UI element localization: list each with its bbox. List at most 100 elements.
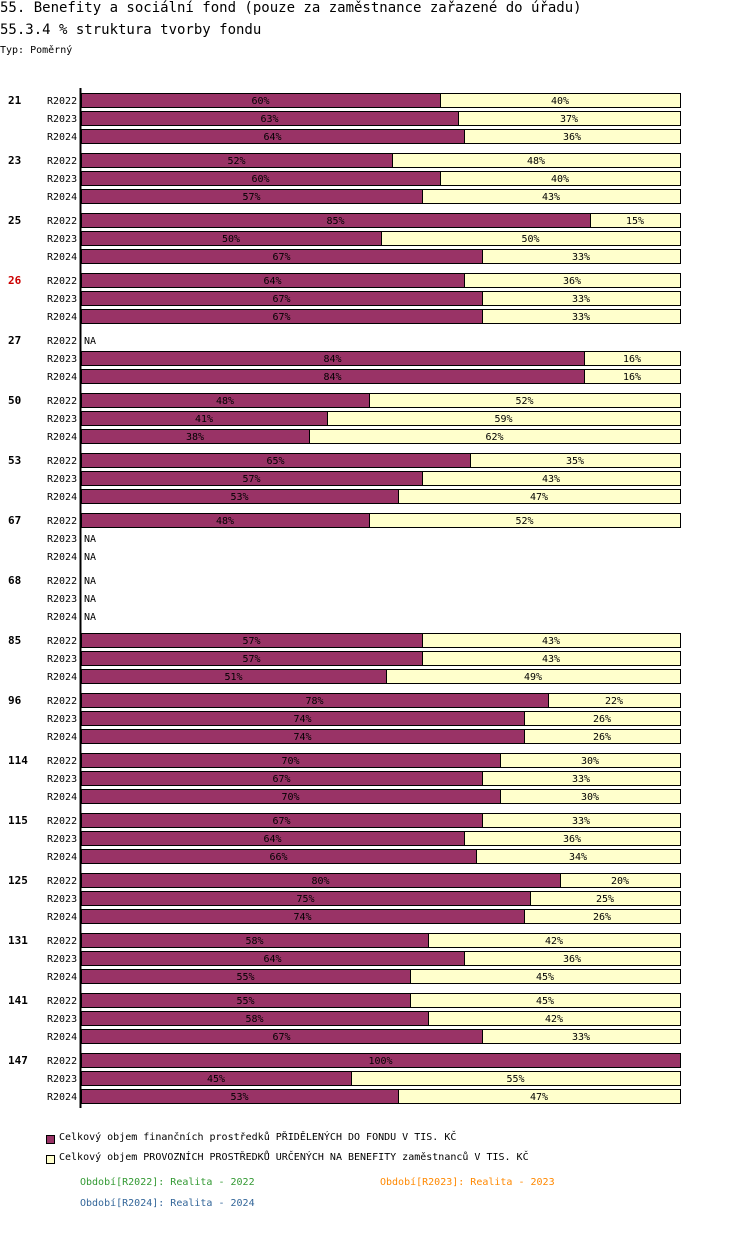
data-label-operating: 52% [515,516,533,527]
bar-segment-operating [410,969,681,984]
bar-segment-operating [482,309,681,324]
bar-segment-operating [386,669,681,684]
period-label: R2022 [47,696,77,707]
bar-segment-operating [422,189,681,204]
period-label: R2024 [47,852,77,863]
group-label: 53 [8,454,21,467]
bar-segment-operating [428,933,681,948]
data-label-operating: 33% [572,816,590,827]
period-label: R2022 [47,276,77,287]
data-label-allocated: 64% [263,834,281,845]
data-label-allocated: 57% [242,654,260,665]
period-label: R2022 [47,156,77,167]
data-label-allocated: 84% [323,354,341,365]
group-label: 115 [8,814,28,827]
data-label-allocated: 67% [272,774,290,785]
period-label: R2022 [47,1056,77,1067]
data-label-operating: 34% [569,852,587,863]
bar-segment-operating [590,213,681,228]
data-label-allocated: 74% [293,912,311,923]
data-label-operating: 36% [563,132,581,143]
data-label-allocated: 55% [236,972,254,983]
period-label: R2023 [47,354,77,365]
data-label-operating: 62% [485,432,503,443]
period-label: R2024 [47,972,77,983]
period-label: R2023 [47,1014,77,1025]
period-label: R2023 [47,954,77,965]
legend-swatch-series2 [46,1155,55,1164]
group-label: 50 [8,394,21,407]
bar-segment-operating [327,411,681,426]
period-label: R2023 [47,594,77,605]
period-label: R2023 [47,174,77,185]
group-label: 96 [8,694,22,707]
period-label: R2022 [47,456,77,467]
period-label: R2024 [47,432,77,443]
data-label-operating: 43% [542,636,560,647]
legend-period-2023: Období[R2023]: Realita - 2023 [380,1177,555,1188]
data-label-operating: 42% [545,1014,563,1025]
data-label-allocated: 70% [281,792,299,803]
data-label-operating: 22% [605,696,623,707]
na-label: NA [84,612,96,623]
data-label-allocated: 60% [251,174,269,185]
bar-segment-operating [482,1029,681,1044]
data-label-operating: 40% [551,174,569,185]
bar-segment-operating [500,753,681,768]
na-label: NA [84,576,96,587]
bar-segment-operating [398,489,681,504]
data-label-allocated: 41% [195,414,213,425]
period-label: R2024 [47,492,77,503]
bar-segment-operating [464,129,681,144]
data-label-allocated: 67% [272,312,290,323]
data-label-operating: 30% [581,756,599,767]
data-label-allocated: 64% [263,954,281,965]
data-label-operating: 37% [560,114,578,125]
bar-segment-operating [440,93,681,108]
data-label-allocated: 63% [260,114,278,125]
data-label-operating: 33% [572,294,590,305]
bar-segment-operating [381,231,681,246]
data-label-allocated: 78% [305,696,323,707]
data-label-operating: 36% [563,834,581,845]
bar-segment-operating [428,1011,681,1026]
data-label-operating: 36% [563,276,581,287]
bar-segment-operating [392,153,681,168]
legend-series2: Celkový objem PROVOZNÍCH PROSTŘEDKŮ URČE… [59,1152,529,1163]
data-label-operating: 16% [623,372,641,383]
bar-segment-operating [530,891,681,906]
bar-segment-operating [309,429,681,444]
period-label: R2023 [47,294,77,305]
group-label: 85 [8,634,21,647]
period-label: R2023 [47,834,77,845]
data-label-allocated: 52% [227,156,245,167]
period-label: R2024 [47,552,77,563]
data-label-allocated: 48% [216,396,234,407]
data-label-allocated: 66% [269,852,287,863]
period-label: R2023 [47,774,77,785]
period-label: R2022 [47,756,77,767]
group-label: 21 [8,94,22,107]
bar-segment-operating [422,471,681,486]
bar-segment-operating [464,951,681,966]
period-label: R2024 [47,192,77,203]
data-label-allocated: 70% [281,756,299,767]
data-label-operating: 55% [506,1074,524,1085]
period-label: R2023 [47,114,77,125]
period-label: R2024 [47,732,77,743]
period-label: R2022 [47,216,77,227]
bar-segment-operating [464,831,681,846]
bar-chart: 21 R2022 60% 40% R2023 63% 37% R2024 64% 36% 23 R20… [8,88,681,1108]
period-label: R2024 [47,1032,77,1043]
bar-segment-operating [369,513,681,528]
data-label-allocated: 64% [263,276,281,287]
period-label: R2022 [47,576,77,587]
data-label-allocated: 67% [272,294,290,305]
bar-segment-operating [351,1071,681,1086]
period-label: R2024 [47,312,77,323]
bar-segment-operating [482,249,681,264]
period-label: R2024 [47,132,77,143]
period-label: R2022 [47,636,77,647]
data-label-operating: 26% [593,732,611,743]
data-label-allocated: 57% [242,192,260,203]
